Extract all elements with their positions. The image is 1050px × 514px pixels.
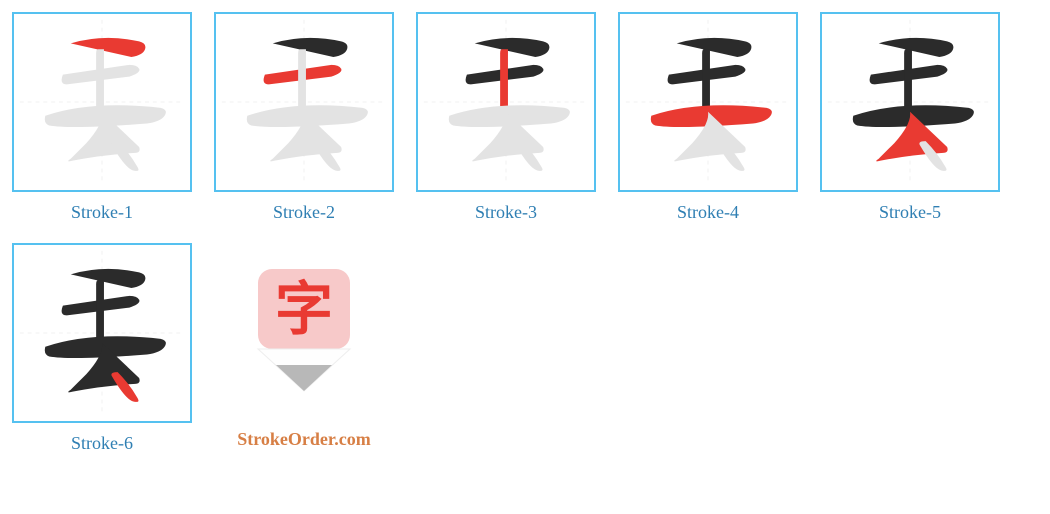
stroke-caption: Stroke-6: [71, 433, 133, 454]
stroke-tile: [416, 12, 596, 192]
stroke-tile: [820, 12, 1000, 192]
stroke-cell: Stroke-1: [12, 12, 192, 223]
stroke-cell: Stroke-6: [12, 243, 192, 454]
site-logo-cell: 字 StrokeOrder.com: [214, 243, 394, 450]
stroke-caption: Stroke-1: [71, 202, 133, 223]
stroke-cell: Stroke-3: [416, 12, 596, 223]
stroke-tile: [214, 12, 394, 192]
stroke-caption: Stroke-5: [879, 202, 941, 223]
stroke-cell: Stroke-4: [618, 12, 798, 223]
stroke-caption: Stroke-2: [273, 202, 335, 223]
stroke-tile: [12, 243, 192, 423]
svg-text:字: 字: [275, 277, 333, 342]
site-logo-icon: 字: [244, 263, 364, 403]
site-label: StrokeOrder.com: [237, 429, 370, 450]
stroke-caption: Stroke-3: [475, 202, 537, 223]
stroke-tile: [618, 12, 798, 192]
stroke-cell: Stroke-2: [214, 12, 394, 223]
stroke-cell: Stroke-5: [820, 12, 1000, 223]
stroke-tile: [12, 12, 192, 192]
stroke-caption: Stroke-4: [677, 202, 739, 223]
